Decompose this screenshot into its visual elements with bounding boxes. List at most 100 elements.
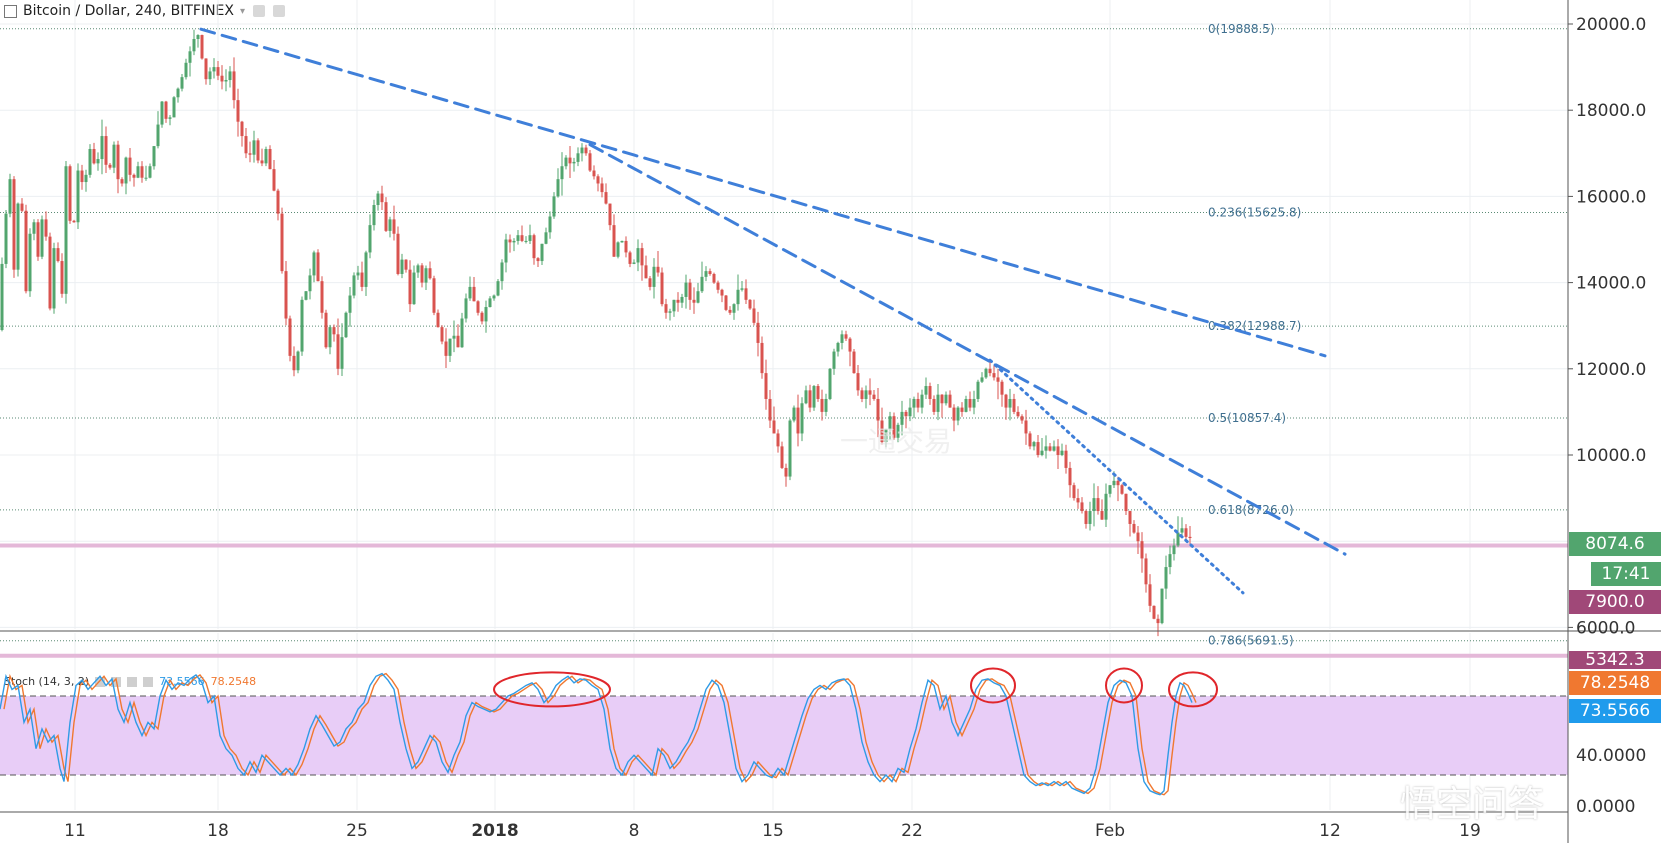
candle-down [1020, 416, 1024, 421]
candle-down [916, 398, 920, 408]
candle-down [132, 174, 136, 178]
candle-up [788, 420, 792, 477]
candle-down [760, 342, 764, 374]
candle-down [236, 100, 240, 122]
fib-label: 0.236(15625.8) [1208, 206, 1301, 220]
candle-up [812, 386, 816, 408]
candle-down [1012, 398, 1016, 412]
candle-up [1164, 567, 1168, 589]
candle-down [68, 166, 72, 221]
fib-label: 0.786(5691.5) [1208, 634, 1294, 648]
candle-down [1056, 446, 1060, 455]
candle-up [900, 411, 904, 425]
candle-up [0, 263, 4, 331]
collapse-icon[interactable] [4, 4, 17, 18]
fib-label: 0.618(8726.0) [1208, 503, 1294, 517]
candle-up [500, 262, 504, 282]
candle-down [628, 252, 632, 264]
candle-down [408, 269, 412, 305]
candle-up [340, 337, 344, 369]
candle-down [996, 377, 1000, 382]
stoch-k-line [0, 672, 1193, 796]
candle-down [276, 190, 280, 214]
candle-down [140, 166, 144, 178]
candle-up [492, 295, 496, 299]
close-icon[interactable] [143, 676, 154, 687]
candle-up [516, 235, 520, 241]
candle-up [88, 148, 92, 175]
candle-down [880, 420, 884, 443]
candle-down [428, 268, 432, 279]
candle-up [704, 271, 708, 277]
candle-up [356, 272, 360, 276]
candle-down [244, 136, 248, 154]
price-hline [0, 543, 1568, 548]
candle-up [212, 67, 216, 72]
candle-up [1008, 398, 1012, 408]
candle-down [316, 252, 320, 282]
candle-down [768, 398, 772, 421]
candle-down [660, 272, 664, 305]
candle-down [440, 327, 444, 342]
candle-down [80, 170, 84, 183]
candle-up [168, 117, 172, 119]
y-tick-label: 14000.0 [1576, 274, 1646, 294]
candle-up [800, 403, 804, 434]
trendlines [199, 27, 1347, 595]
highlight-circle [970, 667, 1016, 704]
candle-down [24, 210, 28, 292]
candle-up [1040, 450, 1044, 455]
candle-up [372, 205, 376, 226]
highlight-circle [493, 671, 611, 708]
x-tick-label: 12 [1319, 821, 1341, 841]
candle-up [452, 335, 456, 339]
candle-down [1136, 532, 1140, 542]
candle-down [204, 58, 208, 80]
stoch-tick-label: 0.0000 [1576, 797, 1635, 817]
candle-down [396, 233, 400, 274]
candle-down [288, 318, 292, 356]
plus-icon[interactable] [127, 676, 138, 687]
settings-icon[interactable] [273, 5, 286, 17]
candle-down [1024, 420, 1028, 434]
candle-up [156, 124, 160, 147]
fib-label: 0.5(10857.4) [1208, 411, 1286, 425]
candle-up [620, 240, 624, 243]
y-tick-label: 12000.0 [1576, 360, 1646, 380]
candle-up [368, 225, 372, 253]
fib-levels: 0(19888.5) 0.236(15625.8) 0.382(12988.7) 0.… [0, 22, 1568, 648]
candle-down [612, 225, 616, 257]
candle-down [480, 312, 484, 322]
candle-down [688, 282, 692, 300]
candle-down [648, 278, 652, 287]
candle-up [328, 327, 332, 348]
stoch-d-label: 78.2548 [1569, 671, 1661, 695]
chevron-down-icon[interactable]: ▾ [239, 5, 246, 17]
y-tick-label: 6000.0 [1576, 618, 1635, 638]
candle-down [764, 373, 768, 399]
candle-up [84, 174, 88, 183]
candle-up [888, 416, 892, 430]
candle-up [944, 394, 948, 404]
candle-down [716, 282, 720, 290]
candle-down [848, 338, 852, 352]
candle-up [32, 222, 36, 234]
y-tick-label: 18000.0 [1576, 101, 1646, 121]
candle-up [388, 219, 392, 231]
candle-down [472, 286, 476, 302]
stoch-k-value: 73.5566 [159, 675, 205, 688]
trendline [588, 143, 1347, 556]
candle-down [796, 407, 800, 434]
stoch-band-fill [0, 696, 1568, 775]
eye-icon[interactable] [253, 5, 266, 17]
last-price-label: 8074.6 [1569, 532, 1661, 556]
candle-down [1188, 536, 1192, 538]
candle-up [1092, 498, 1096, 512]
watermark-text: 一通交易 [840, 425, 953, 458]
candle-up [552, 196, 556, 217]
candle-down [104, 136, 108, 165]
candle-up [556, 179, 560, 197]
candle-up [540, 243, 544, 262]
candle-up [364, 252, 368, 287]
